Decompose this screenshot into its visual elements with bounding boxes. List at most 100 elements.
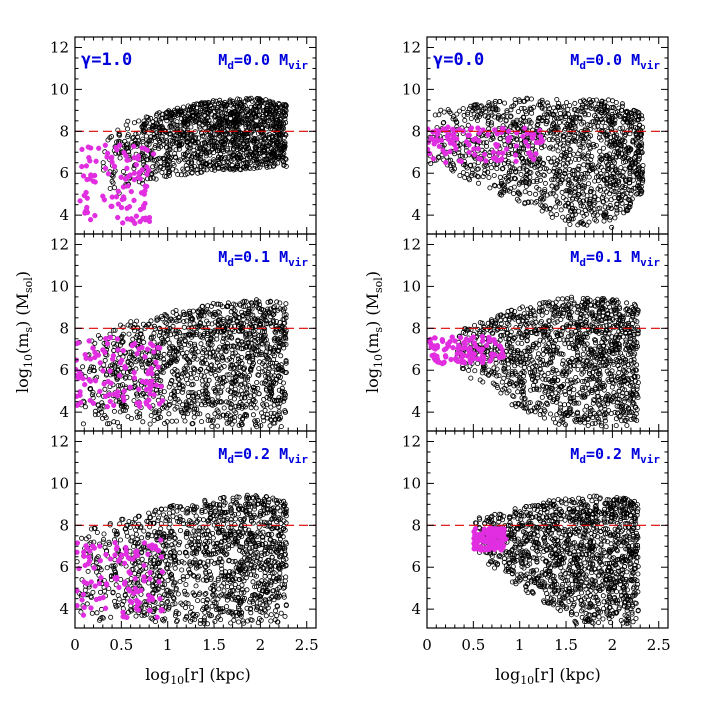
- x-tick-label: 2.5: [295, 636, 319, 654]
- data-point: [121, 598, 127, 604]
- data-point: [156, 326, 162, 332]
- data-point: [245, 117, 251, 123]
- data-point: [225, 315, 231, 321]
- data-point: [148, 615, 154, 621]
- data-point: [162, 161, 168, 167]
- highlight-point: [120, 220, 126, 226]
- data-point: [226, 400, 232, 406]
- data-point: [264, 343, 270, 349]
- data-point: [172, 558, 178, 564]
- data-point: [202, 402, 208, 408]
- data-point: [281, 312, 287, 318]
- data-point: [101, 531, 107, 537]
- data-point: [278, 138, 284, 144]
- data-point: [207, 350, 213, 356]
- data-point: [245, 134, 251, 140]
- data-point: [190, 533, 196, 539]
- highlight-point: [77, 389, 83, 395]
- data-point: [267, 416, 273, 422]
- y-tick-label: 6: [59, 558, 69, 576]
- data-point: [137, 335, 143, 341]
- data-point: [244, 605, 250, 611]
- data-point: [178, 504, 184, 510]
- data-point: [270, 509, 276, 515]
- highlight-point: [83, 543, 89, 549]
- data-point: [187, 308, 193, 314]
- data-point: [205, 330, 211, 336]
- data-point: [145, 322, 151, 328]
- data-point: [257, 97, 263, 103]
- data-point: [128, 415, 134, 421]
- data-point: [89, 610, 95, 616]
- data-point: [262, 579, 268, 585]
- data-point: [227, 589, 233, 595]
- data-point: [243, 96, 249, 102]
- highlight-point: [78, 399, 84, 406]
- data-point: [120, 169, 126, 175]
- highlight-point: [147, 569, 153, 576]
- data-point: [217, 609, 223, 615]
- data-point: [268, 314, 274, 320]
- data-point: [185, 510, 191, 516]
- highlight-point: [75, 540, 81, 546]
- data-point: [133, 527, 139, 533]
- highlight-point: [120, 609, 126, 615]
- data-point: [178, 344, 184, 350]
- highlight-point: [140, 205, 147, 211]
- data-point: [258, 563, 264, 569]
- data-point: [243, 566, 249, 572]
- data-point: [126, 609, 132, 615]
- data-point: [266, 131, 272, 137]
- data-point: [230, 381, 236, 387]
- data-point: [187, 104, 193, 110]
- data-point: [88, 386, 94, 392]
- data-point: [173, 147, 179, 153]
- data-point: [277, 127, 283, 133]
- data-point: [223, 349, 229, 355]
- data-point: [275, 160, 281, 166]
- data-point: [224, 162, 230, 168]
- highlight-point: [103, 551, 109, 558]
- data-point: [231, 370, 237, 376]
- data-point: [276, 415, 282, 421]
- data-point: [263, 373, 269, 379]
- data-point: [194, 528, 200, 534]
- data-point: [195, 546, 201, 552]
- data-point: [90, 395, 96, 401]
- data-point: [136, 569, 142, 575]
- highlight-point: [127, 570, 133, 577]
- data-point: [152, 561, 158, 567]
- data-point: [276, 145, 282, 151]
- data-point: [238, 101, 244, 107]
- data-point: [141, 161, 147, 167]
- data-point: [146, 138, 152, 144]
- data-point: [256, 156, 262, 162]
- data-point: [237, 302, 243, 308]
- data-point: [227, 394, 233, 400]
- data-point: [173, 334, 179, 340]
- data-point: [218, 151, 224, 157]
- data-point: [139, 359, 145, 365]
- highlight-point: [142, 379, 148, 386]
- data-point: [235, 338, 241, 344]
- data-point: [125, 322, 131, 328]
- x-tick-label: 2: [256, 636, 266, 654]
- data-point: [585, 122, 591, 128]
- data-point: [282, 395, 288, 401]
- data-point: [205, 394, 211, 400]
- data-point: [165, 543, 171, 549]
- data-point: [185, 601, 191, 607]
- data-point: [278, 499, 284, 505]
- data-point: [141, 528, 147, 534]
- highlight-point: [92, 583, 98, 589]
- highlight-point: [117, 142, 123, 148]
- data-point: [109, 133, 115, 139]
- data-point: [177, 123, 183, 129]
- data-point: [283, 102, 289, 108]
- data-point: [271, 516, 277, 522]
- data-point: [275, 117, 281, 123]
- data-point: [280, 306, 286, 312]
- data-point: [245, 120, 251, 126]
- data-point: [110, 173, 116, 179]
- data-point: [149, 616, 155, 622]
